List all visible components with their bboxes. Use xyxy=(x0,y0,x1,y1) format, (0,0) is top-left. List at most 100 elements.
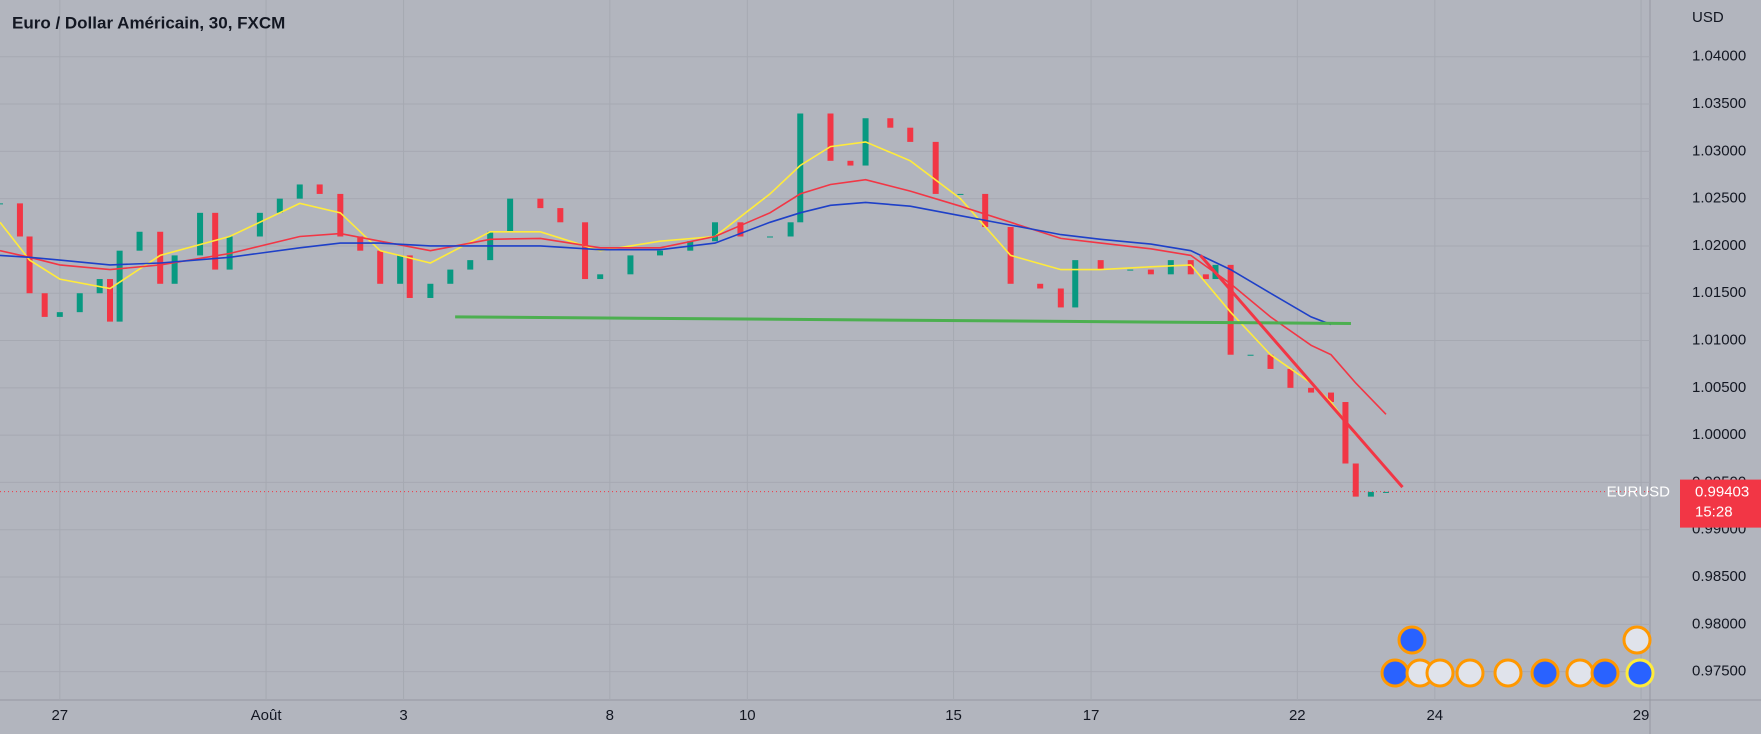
y-tick-label: 1.04000 xyxy=(1692,48,1746,65)
candle xyxy=(1187,260,1194,275)
candle xyxy=(537,198,544,209)
event-icon xyxy=(1625,658,1655,688)
candle xyxy=(657,250,663,256)
candle xyxy=(582,222,589,280)
candle xyxy=(827,113,834,161)
event-icon xyxy=(1530,658,1560,688)
candle xyxy=(712,222,718,242)
candle xyxy=(56,312,63,317)
y-tick-label: 1.02500 xyxy=(1692,190,1746,207)
candle xyxy=(1287,368,1294,388)
x-tick-label: 3 xyxy=(399,707,407,724)
y-tick-label: 0.98000 xyxy=(1692,615,1746,632)
candle xyxy=(597,274,604,280)
x-tick-label: Août xyxy=(251,707,283,724)
candle xyxy=(16,203,23,237)
event-icon xyxy=(1455,658,1485,688)
event-icon xyxy=(1380,658,1410,688)
candle xyxy=(1247,354,1254,356)
candle xyxy=(1097,260,1104,270)
price-label: 0.99403 xyxy=(1695,484,1749,501)
candle xyxy=(157,231,164,284)
y-unit: USD xyxy=(1692,9,1724,26)
candle xyxy=(337,193,344,237)
x-tick-label: 24 xyxy=(1426,707,1443,724)
y-tick-label: 0.97500 xyxy=(1692,663,1746,680)
candle xyxy=(1127,269,1134,271)
event-icon xyxy=(1425,658,1455,688)
event-icon xyxy=(1397,625,1427,655)
symbol-label: EURUSD xyxy=(1607,484,1671,501)
x-tick-label: 29 xyxy=(1633,707,1650,724)
candle xyxy=(296,184,303,199)
moving-average xyxy=(0,141,1357,436)
candle xyxy=(76,293,83,313)
x-tick-label: 22 xyxy=(1289,707,1306,724)
y-tick-label: 1.00500 xyxy=(1692,379,1746,396)
x-tick-label: 27 xyxy=(51,707,68,724)
chart-title: Euro / Dollar Américain, 30, FXCM xyxy=(12,13,285,32)
y-tick-label: 1.01500 xyxy=(1692,284,1746,301)
y-tick-label: 1.03000 xyxy=(1692,142,1746,159)
grid xyxy=(0,0,1650,700)
candle xyxy=(1267,354,1274,369)
candle xyxy=(406,255,413,298)
trend-line xyxy=(455,315,1351,326)
candle xyxy=(1167,260,1174,275)
candle xyxy=(1342,402,1349,464)
candle xyxy=(197,212,204,256)
candle xyxy=(447,269,454,284)
candle xyxy=(1147,269,1154,275)
countdown: 15:28 xyxy=(1695,504,1733,521)
x-tick-label: 15 xyxy=(945,707,962,724)
y-tick-label: 1.00000 xyxy=(1692,426,1746,443)
candle xyxy=(1072,260,1079,308)
event-icon xyxy=(1622,625,1652,655)
candle xyxy=(787,222,794,237)
candle xyxy=(1227,264,1234,355)
candle xyxy=(116,250,123,322)
moving-average xyxy=(0,201,1332,326)
y-tick-label: 1.01000 xyxy=(1692,332,1746,349)
x-tick-label: 17 xyxy=(1083,707,1100,724)
candle xyxy=(276,198,283,213)
candle xyxy=(797,113,804,223)
candle xyxy=(26,236,33,294)
event-icon xyxy=(1590,658,1620,688)
candle xyxy=(627,255,634,275)
candle xyxy=(932,141,939,194)
candle xyxy=(1037,283,1044,289)
candle xyxy=(41,293,48,317)
candle xyxy=(847,160,854,166)
plot xyxy=(0,113,1650,497)
y-tick-label: 0.98500 xyxy=(1692,568,1746,585)
x-tick-label: 8 xyxy=(606,707,614,724)
candle xyxy=(316,184,323,194)
price-label-box xyxy=(1680,479,1761,528)
candle xyxy=(507,198,514,232)
candle xyxy=(1383,491,1389,493)
event-icon xyxy=(1565,658,1595,688)
candle xyxy=(171,255,178,284)
candle xyxy=(427,283,434,298)
candle xyxy=(982,193,989,228)
y-tick-label: 1.03500 xyxy=(1692,95,1746,112)
candle xyxy=(887,118,894,128)
candle xyxy=(1308,387,1315,393)
candle xyxy=(1352,463,1359,497)
candle xyxy=(1328,392,1334,403)
event-icons xyxy=(1380,625,1655,688)
candle xyxy=(1367,491,1374,497)
candle xyxy=(1202,274,1209,280)
moving-average xyxy=(0,178,1387,415)
x-tick-label: 10 xyxy=(739,707,756,724)
candle xyxy=(377,250,384,284)
candle xyxy=(557,208,564,223)
event-icon xyxy=(1493,658,1523,688)
candle xyxy=(737,222,744,237)
trend-line xyxy=(1199,254,1404,489)
candle xyxy=(467,260,474,270)
